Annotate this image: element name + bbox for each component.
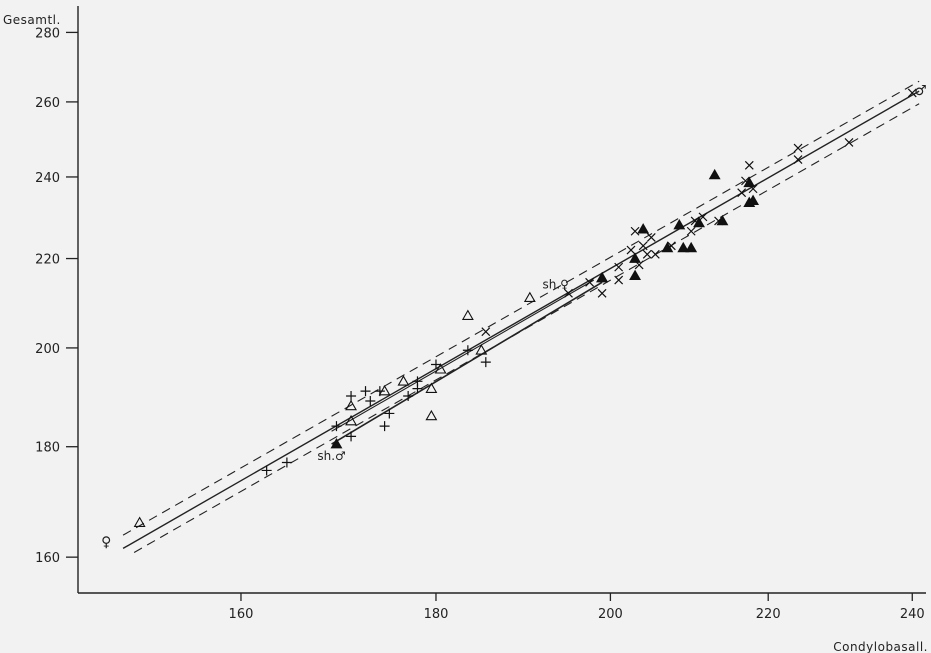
annotation-label: sh.♂ xyxy=(317,449,345,463)
cross-point xyxy=(690,216,700,226)
filled-triangle-point xyxy=(629,252,642,263)
plus-point xyxy=(281,457,292,468)
data-points xyxy=(133,88,917,527)
cross-point xyxy=(744,160,754,170)
plus-point xyxy=(403,391,414,402)
regression-line-sh-male xyxy=(331,281,603,445)
open-triangle-point xyxy=(397,375,410,386)
open-triangle-point xyxy=(425,382,438,393)
cross-point xyxy=(564,288,573,298)
plus-point xyxy=(331,421,342,432)
annotation-label: ♂ xyxy=(914,83,927,99)
open-triangle-point xyxy=(345,414,358,426)
cross-point xyxy=(638,241,648,251)
cross-point xyxy=(597,288,607,298)
cross-point xyxy=(626,245,636,255)
plus-point xyxy=(480,357,491,368)
open-triangle-point xyxy=(133,516,146,527)
x-tick-label: 240 xyxy=(900,607,925,622)
y-tick-label: 240 xyxy=(35,171,60,186)
y-tick-label: 280 xyxy=(35,26,60,41)
filled-triangle-point xyxy=(673,218,686,230)
filled-triangle-point xyxy=(637,223,650,234)
cross-point xyxy=(698,212,708,222)
y-tick-label: 260 xyxy=(35,96,60,111)
y-tick-label: 200 xyxy=(35,342,60,357)
filled-triangle-point xyxy=(661,241,674,253)
open-triangle-point xyxy=(434,363,447,374)
cross-point xyxy=(630,226,640,236)
x-tick-label: 160 xyxy=(229,607,254,622)
cross-point xyxy=(686,226,696,236)
cross-point xyxy=(646,233,656,242)
cross-point xyxy=(748,184,758,194)
regression-line xyxy=(122,90,920,550)
open-triangle-point xyxy=(475,344,488,355)
filled-triangle-point xyxy=(708,168,721,180)
open-triangle-point xyxy=(461,309,474,320)
open-triangle-point xyxy=(378,384,391,396)
x-axis-title: Condylobasall. xyxy=(833,640,928,653)
y-tick-label: 180 xyxy=(35,441,60,456)
x-tick-label: 220 xyxy=(756,607,781,622)
plus-point xyxy=(360,386,371,397)
filled-triangle-point xyxy=(629,269,642,281)
cross-point xyxy=(642,249,652,259)
cross-point xyxy=(714,216,723,226)
annotation-label: ♀ xyxy=(101,535,111,551)
regression-lines xyxy=(122,80,920,553)
regression-line-sh-female xyxy=(331,279,595,432)
plus-point xyxy=(346,391,357,402)
plus-point xyxy=(365,395,376,406)
filled-triangle-point xyxy=(747,194,760,206)
axes: 160 180 200 220 240 160 180 200 220 240 260 280 xyxy=(35,6,926,622)
filled-triangle-point xyxy=(685,241,698,253)
plus-point xyxy=(379,421,390,432)
filled-triangle-point xyxy=(330,438,343,449)
filled-triangle-point xyxy=(596,271,609,283)
cross-point xyxy=(844,138,854,147)
chart-labels: Gesamtl. Condylobasall. sh.♀ sh.♂ ♀ ♂ xyxy=(3,13,928,653)
cross-point xyxy=(741,176,750,186)
cross-point xyxy=(481,327,491,337)
plus-point xyxy=(384,408,395,419)
cross-point xyxy=(737,188,747,198)
y-axis-title: Gesamtl. xyxy=(3,13,61,27)
cross-point xyxy=(634,260,644,270)
plus-point xyxy=(462,345,473,356)
cross-point xyxy=(907,88,917,98)
plus-point xyxy=(430,359,441,370)
cross-point xyxy=(585,277,595,287)
plus-point xyxy=(412,383,423,394)
plus-point xyxy=(374,386,385,397)
y-tick-label: 220 xyxy=(35,253,60,268)
open-triangle-point xyxy=(425,409,438,421)
cross-point xyxy=(650,249,660,259)
cross-point xyxy=(793,143,803,153)
x-tick-label: 200 xyxy=(598,607,623,622)
cross-point xyxy=(666,241,676,251)
cross-point xyxy=(614,262,624,272)
open-triangle-point xyxy=(345,399,358,411)
x-tick-label: 180 xyxy=(424,607,449,622)
cross-point xyxy=(793,155,803,164)
upper-confidence-line xyxy=(122,80,920,536)
open-triangle-point xyxy=(523,291,536,303)
annotation-label: sh.♀ xyxy=(542,277,568,291)
plus-point xyxy=(346,431,357,442)
y-tick-label: 160 xyxy=(35,551,60,566)
cross-point xyxy=(614,275,624,285)
filled-triangle-point xyxy=(677,241,690,253)
plus-point xyxy=(261,465,272,476)
